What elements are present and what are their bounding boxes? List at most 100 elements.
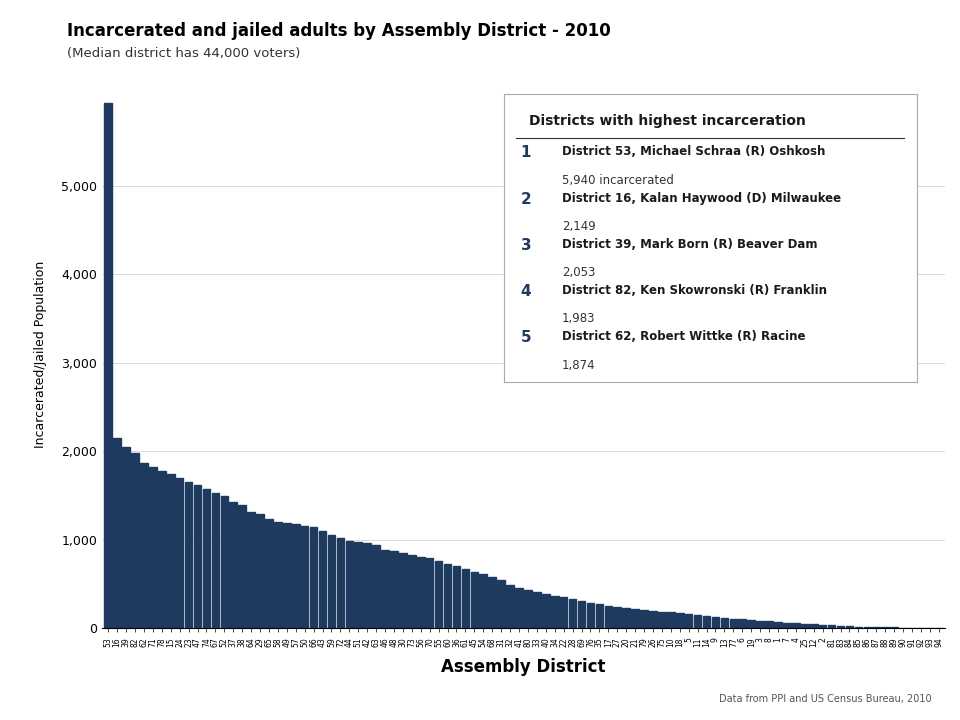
Bar <box>659 611 665 629</box>
Bar <box>300 526 308 629</box>
Bar <box>327 534 335 629</box>
Bar <box>605 606 612 629</box>
Bar <box>372 545 380 629</box>
Bar <box>184 482 192 629</box>
Bar <box>497 580 505 629</box>
Bar <box>140 462 148 629</box>
Bar <box>479 575 487 629</box>
Text: 1,874: 1,874 <box>562 359 595 372</box>
Bar <box>676 613 684 629</box>
Bar <box>765 621 773 629</box>
Bar <box>703 616 710 629</box>
Bar <box>819 625 827 629</box>
Bar <box>444 564 451 629</box>
Bar <box>684 614 692 629</box>
Bar <box>801 624 808 629</box>
Text: District 53, Michael Schraa (R) Oshkosh: District 53, Michael Schraa (R) Oshkosh <box>562 145 826 158</box>
Bar <box>774 622 781 629</box>
Bar <box>283 523 291 629</box>
Bar <box>364 544 371 629</box>
Y-axis label: Incarcerated/Jailed Population: Incarcerated/Jailed Population <box>35 261 47 448</box>
Bar <box>506 585 514 629</box>
Bar <box>578 601 586 629</box>
Bar <box>649 611 657 629</box>
Bar <box>721 618 729 629</box>
Text: 4: 4 <box>520 284 531 299</box>
Bar <box>399 553 407 629</box>
Bar <box>783 623 791 629</box>
Bar <box>105 103 112 629</box>
Bar <box>292 524 300 629</box>
Bar <box>881 627 889 629</box>
Bar <box>113 438 121 629</box>
Bar <box>426 559 434 629</box>
Text: 5: 5 <box>520 330 531 345</box>
Bar <box>792 624 800 629</box>
Bar <box>632 609 639 629</box>
Text: District 16, Kalan Haywood (D) Milwaukee: District 16, Kalan Haywood (D) Milwaukee <box>562 192 841 204</box>
Bar <box>622 608 630 629</box>
Bar <box>203 489 210 629</box>
Bar <box>810 624 818 629</box>
Bar <box>640 610 648 629</box>
Bar <box>863 626 871 629</box>
Bar <box>310 528 318 629</box>
Bar <box>176 478 183 629</box>
Bar <box>346 541 353 629</box>
Bar <box>238 505 246 629</box>
Bar <box>524 590 532 629</box>
Bar <box>846 626 853 629</box>
Text: District 62, Robert Wittke (R) Racine: District 62, Robert Wittke (R) Racine <box>562 330 805 343</box>
Bar <box>354 542 362 629</box>
Bar <box>828 625 835 629</box>
Bar <box>587 603 594 629</box>
Bar <box>211 493 219 629</box>
Bar <box>756 621 764 629</box>
Bar <box>694 615 702 629</box>
Bar <box>248 511 255 629</box>
Bar <box>873 627 880 629</box>
Bar <box>417 557 424 629</box>
Text: District 82, Ken Skowronski (R) Franklin: District 82, Ken Skowronski (R) Franklin <box>562 284 827 297</box>
Bar <box>667 613 675 629</box>
Bar <box>453 567 460 629</box>
Text: District 39, Mark Born (R) Beaver Dam: District 39, Mark Born (R) Beaver Dam <box>562 238 817 251</box>
Bar <box>470 572 478 629</box>
Bar <box>533 592 540 629</box>
Bar <box>275 522 281 629</box>
Bar <box>837 626 844 629</box>
Bar <box>551 595 559 629</box>
Bar <box>516 588 523 629</box>
Bar <box>149 467 156 629</box>
Bar <box>337 538 345 629</box>
X-axis label: Assembly District: Assembly District <box>442 658 606 676</box>
Bar <box>167 474 175 629</box>
Text: 5,940 incarcerated: 5,940 incarcerated <box>562 174 674 187</box>
Bar <box>132 453 139 629</box>
Text: Data from PPI and US Census Bureau, 2010: Data from PPI and US Census Bureau, 2010 <box>719 694 931 704</box>
Bar <box>256 514 264 629</box>
Bar <box>122 446 130 629</box>
Bar <box>158 471 165 629</box>
Bar <box>194 485 202 629</box>
Text: Districts with highest incarceration: Districts with highest incarceration <box>529 114 805 127</box>
Bar <box>408 555 416 629</box>
Bar <box>381 549 389 629</box>
Bar <box>748 621 755 629</box>
Bar <box>489 577 496 629</box>
Bar <box>730 618 737 629</box>
Text: 3: 3 <box>520 238 531 253</box>
Text: 2,149: 2,149 <box>562 220 595 233</box>
Bar <box>542 594 549 629</box>
Text: 1: 1 <box>520 145 531 161</box>
Text: (Median district has 44,000 voters): (Median district has 44,000 voters) <box>67 47 300 60</box>
Bar <box>560 598 567 629</box>
Text: 1,983: 1,983 <box>562 312 595 325</box>
Bar <box>229 502 237 629</box>
Bar <box>854 626 862 629</box>
Text: Incarcerated and jailed adults by Assembly District - 2010: Incarcerated and jailed adults by Assemb… <box>67 22 611 40</box>
Bar <box>711 617 719 629</box>
Bar <box>595 604 603 629</box>
Bar <box>390 552 397 629</box>
Bar <box>319 531 326 629</box>
